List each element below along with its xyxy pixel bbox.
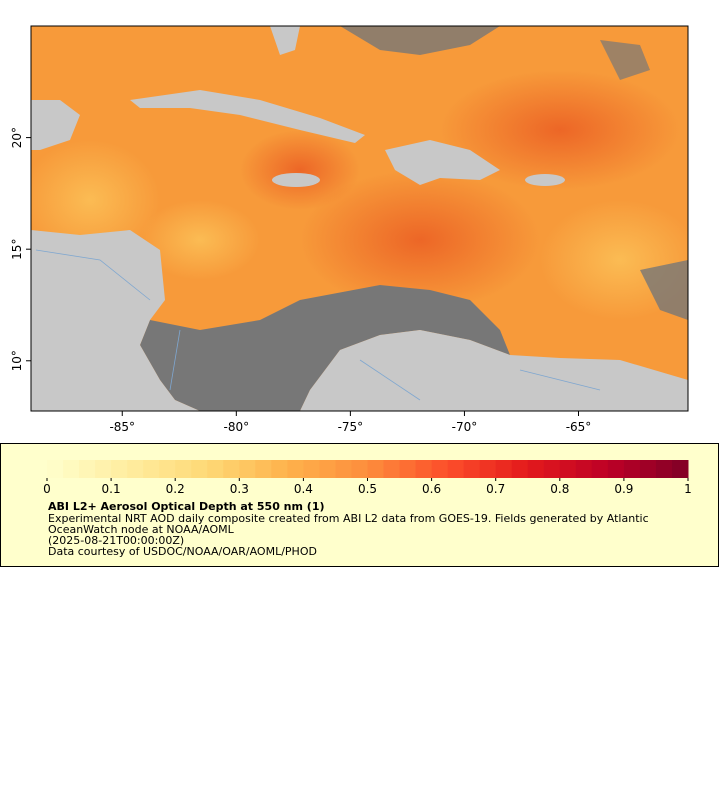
description: OceanWatch node at NOAA/AOML	[48, 523, 235, 536]
y-tick-label: 10°	[10, 350, 24, 371]
x-tick-label: -75°	[338, 420, 364, 434]
colorbar-step	[175, 460, 192, 478]
colorbar-tick-label: 0.5	[358, 482, 377, 496]
colorbar-step	[79, 460, 96, 478]
colorbar-step	[639, 460, 657, 478]
credit: Data courtesy of USDOC/NOAA/OAR/AOML/PHO…	[48, 545, 317, 558]
colorbar-tick-label: 0.3	[230, 482, 249, 496]
colorbar-step	[511, 460, 529, 478]
colorbar-step	[655, 460, 673, 478]
x-tick-label: -85°	[109, 420, 135, 434]
colorbar-step	[143, 460, 160, 478]
colorbar-step	[47, 460, 64, 478]
colorbar-step	[351, 460, 368, 478]
colorbar-step	[111, 460, 128, 478]
colorbar-step	[63, 460, 80, 478]
x-tick-label: -80°	[224, 420, 250, 434]
colorbar-step	[463, 460, 481, 478]
colorbar-step	[383, 460, 401, 478]
colorbar-step	[223, 460, 240, 478]
colorbar-tick-label: 0.7	[486, 482, 505, 496]
colorbar-step	[127, 460, 144, 478]
colorbar-step	[671, 460, 689, 478]
colorbar-step	[319, 460, 336, 478]
colorbar-tick-label: 0.6	[422, 482, 441, 496]
colorbar-tick-label: 0.2	[166, 482, 185, 496]
colorbar-step	[543, 460, 561, 478]
colorbar-step	[399, 460, 417, 478]
colorbar-tick-label: 0.1	[102, 482, 121, 496]
colorbar-tick-label: 0.9	[614, 482, 633, 496]
y-tick-label: 20°	[10, 127, 24, 148]
x-tick-label: -65°	[566, 420, 592, 434]
colorbar-step	[415, 460, 433, 478]
colorbar-step	[207, 460, 224, 478]
colorbar-step	[447, 460, 465, 478]
date: (2025-08-21T00:00:00Z)	[48, 534, 184, 547]
description: Experimental NRT AOD daily composite cre…	[48, 512, 649, 525]
map-area	[31, 26, 688, 411]
colorbar-step	[159, 460, 176, 478]
colorbar-step	[255, 460, 272, 478]
y-tick-label: 15°	[10, 239, 24, 260]
colorbar-step	[239, 460, 256, 478]
colorbar-step	[367, 460, 385, 478]
colorbar-tick-label: 1	[684, 482, 692, 496]
colorbar-step	[191, 460, 208, 478]
colorbar-step	[303, 460, 320, 478]
colorbar-tick-label: 0.8	[550, 482, 569, 496]
colorbar-step	[95, 460, 112, 478]
colorbar-step	[287, 460, 304, 478]
colorbar-step	[495, 460, 513, 478]
colorbar-step	[607, 460, 625, 478]
colorbar-step	[623, 460, 641, 478]
colorbar-step	[479, 460, 497, 478]
colorbar-step	[431, 460, 449, 478]
colorbar-step	[575, 460, 593, 478]
colorbar-step	[559, 460, 577, 478]
legend-title: ABI L2+ Aerosol Optical Depth at 550 nm …	[48, 500, 325, 513]
colorbar-step	[335, 460, 352, 478]
colorbar-tick-label: 0.4	[294, 482, 313, 496]
colorbar-step	[271, 460, 288, 478]
x-tick-label: -70°	[452, 420, 478, 434]
map-frame	[30, 25, 689, 412]
colorbar-tick-label: 0	[43, 482, 51, 496]
colorbar-step	[591, 460, 609, 478]
colorbar-step	[527, 460, 545, 478]
